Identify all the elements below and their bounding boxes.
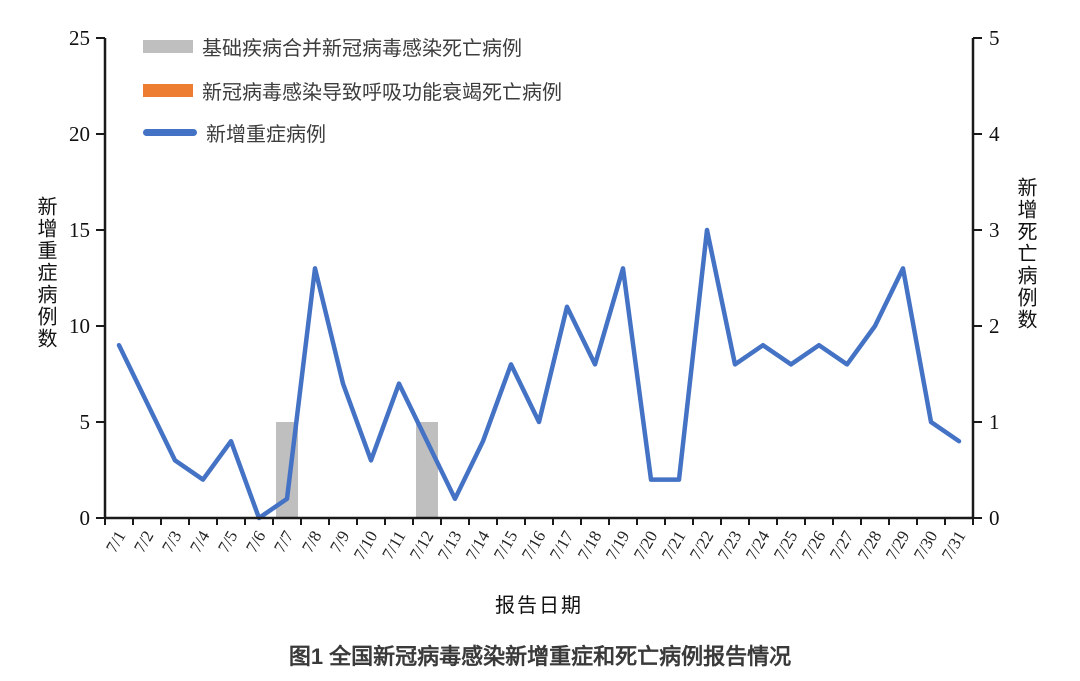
- x-axis-tick-label: 7/25: [770, 528, 802, 564]
- legend-swatch-gray-bar: [143, 39, 193, 53]
- x-axis-tick-label: 7/11: [378, 528, 409, 563]
- legend-swatch-orange-bar: [143, 83, 193, 97]
- death-case-bar: [416, 422, 438, 518]
- left-axis-tick-label: 15: [69, 218, 90, 242]
- x-axis-tick-label: 7/27: [826, 527, 858, 563]
- legend-label: 新冠病毒感染导致呼吸功能衰竭死亡病例: [202, 81, 562, 104]
- x-axis-tick-label: 7/16: [518, 528, 550, 564]
- x-axis-tick-label: 7/3: [158, 528, 185, 556]
- x-axis-tick-label: 7/4: [186, 527, 214, 556]
- legend-label: 新增重症病例: [206, 123, 326, 146]
- legend-label: 基础疾病合并新冠病毒感染死亡病例: [202, 37, 522, 60]
- x-axis-tick-label: 7/7: [270, 527, 298, 556]
- left-axis-title: 新增重症病例数: [34, 196, 56, 350]
- x-axis-tick-label: 7/22: [686, 528, 718, 564]
- left-axis-tick-label: 20: [69, 122, 90, 146]
- x-axis-tick-label: 7/17: [546, 527, 578, 563]
- x-axis-tick-label: 7/19: [602, 528, 634, 564]
- right-axis-tick-label: 3: [989, 218, 1000, 242]
- left-axis-tick-label: 0: [80, 506, 91, 530]
- figure-caption: 图1 全国新冠病毒感染新增重症和死亡病例报告情况: [288, 644, 792, 669]
- x-axis-tick-label: 7/29: [882, 528, 914, 564]
- x-axis-tick-label: 7/8: [298, 528, 325, 556]
- x-axis-title: 报告日期: [495, 595, 583, 617]
- x-axis-tick-label: 7/1: [102, 528, 129, 556]
- left-axis-tick-label: 25: [69, 26, 90, 50]
- x-axis-tick-label: 7/6: [242, 528, 269, 556]
- right-axis-tick-label: 5: [989, 26, 1000, 50]
- x-axis-tick-label: 7/12: [406, 528, 438, 564]
- x-axis-tick-label: 7/9: [326, 528, 353, 556]
- x-axis-tick-label: 7/20: [630, 528, 662, 564]
- severe-cases-line: [116, 227, 962, 521]
- right-axis-tick-label: 4: [989, 122, 1000, 146]
- x-axis-tick-label: 7/28: [854, 528, 886, 564]
- right-axis-tick-label: 2: [989, 314, 1000, 338]
- x-axis-tick-label: 7/24: [742, 527, 774, 563]
- x-axis-tick-label: 7/30: [910, 528, 942, 564]
- x-axis-tick-label: 7/23: [714, 528, 746, 564]
- right-axis-title: 新增死亡病例数: [1014, 177, 1036, 331]
- legend-item-underlying-disease-deaths: 基础疾病合并新冠病毒感染死亡病例: [143, 33, 522, 60]
- legend-item-respiratory-failure-deaths: 新冠病毒感染导致呼吸功能衰竭死亡病例: [143, 77, 562, 104]
- x-axis-tick-label: 7/2: [130, 528, 157, 556]
- x-axis-tick-label: 7/26: [798, 528, 830, 564]
- legend-item-new-severe-cases: 新增重症病例: [143, 119, 326, 146]
- x-axis-tick-label: 7/13: [434, 528, 466, 564]
- x-axis-tick-label: 7/31: [938, 528, 970, 564]
- x-axis-tick-label: 7/18: [574, 528, 606, 564]
- x-axis-tick-label: 7/5: [214, 528, 241, 556]
- left-axis-tick-label: 5: [80, 410, 91, 434]
- x-axis-tick-label: 7/10: [350, 528, 382, 564]
- left-axis-tick-label: 10: [69, 314, 90, 338]
- x-axis-tick-label: 7/21: [658, 528, 690, 564]
- legend-swatch-blue-line: [143, 128, 197, 136]
- x-axis-tick-label: 7/15: [490, 528, 522, 564]
- right-axis-tick-label: 0: [989, 506, 1000, 530]
- x-axis-tick-label: 7/14: [462, 527, 494, 563]
- right-axis-tick-label: 1: [989, 410, 1000, 434]
